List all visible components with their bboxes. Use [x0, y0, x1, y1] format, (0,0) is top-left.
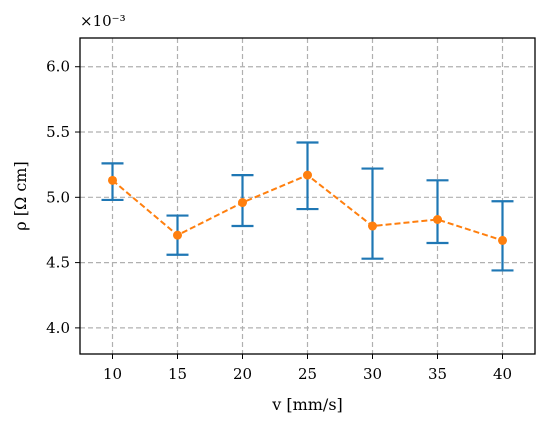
y-tick-label: 4.0: [46, 319, 70, 337]
x-tick-label: 20: [233, 365, 252, 383]
x-axis-label: v [mm/s]: [271, 395, 343, 414]
y-tick-label: 6.0: [46, 58, 70, 76]
data-point: [238, 198, 247, 208]
y-tick-label: 4.5: [46, 254, 70, 272]
x-tick-label: 10: [103, 365, 122, 383]
error-bar: [426, 179, 449, 245]
data-point: [173, 230, 182, 240]
error-bar: [361, 167, 384, 260]
y-tick-label: 5.0: [46, 188, 70, 206]
grid: [80, 38, 535, 354]
x-tick-label: 15: [168, 365, 187, 383]
y-axis-label: ρ [Ω cm]: [11, 161, 30, 230]
data-point: [433, 215, 442, 225]
x-tick-label: 30: [363, 365, 382, 383]
x-tick-label: 40: [493, 365, 512, 383]
y-scale-label: ×10⁻³: [80, 12, 126, 30]
series: [108, 170, 507, 245]
error-bar: [491, 200, 514, 272]
y-tick-label: 5.5: [46, 123, 70, 141]
data-point: [368, 221, 377, 231]
x-tick-label: 35: [428, 365, 447, 383]
x-tick-label: 25: [298, 365, 317, 383]
error-bars: [101, 141, 514, 272]
data-point: [108, 175, 117, 185]
data-point: [303, 170, 312, 180]
ticks: 10 15 20 25 30 35 40 4.0 4.5 5.0 5.5 6.0: [46, 58, 512, 383]
data-point: [498, 235, 507, 245]
